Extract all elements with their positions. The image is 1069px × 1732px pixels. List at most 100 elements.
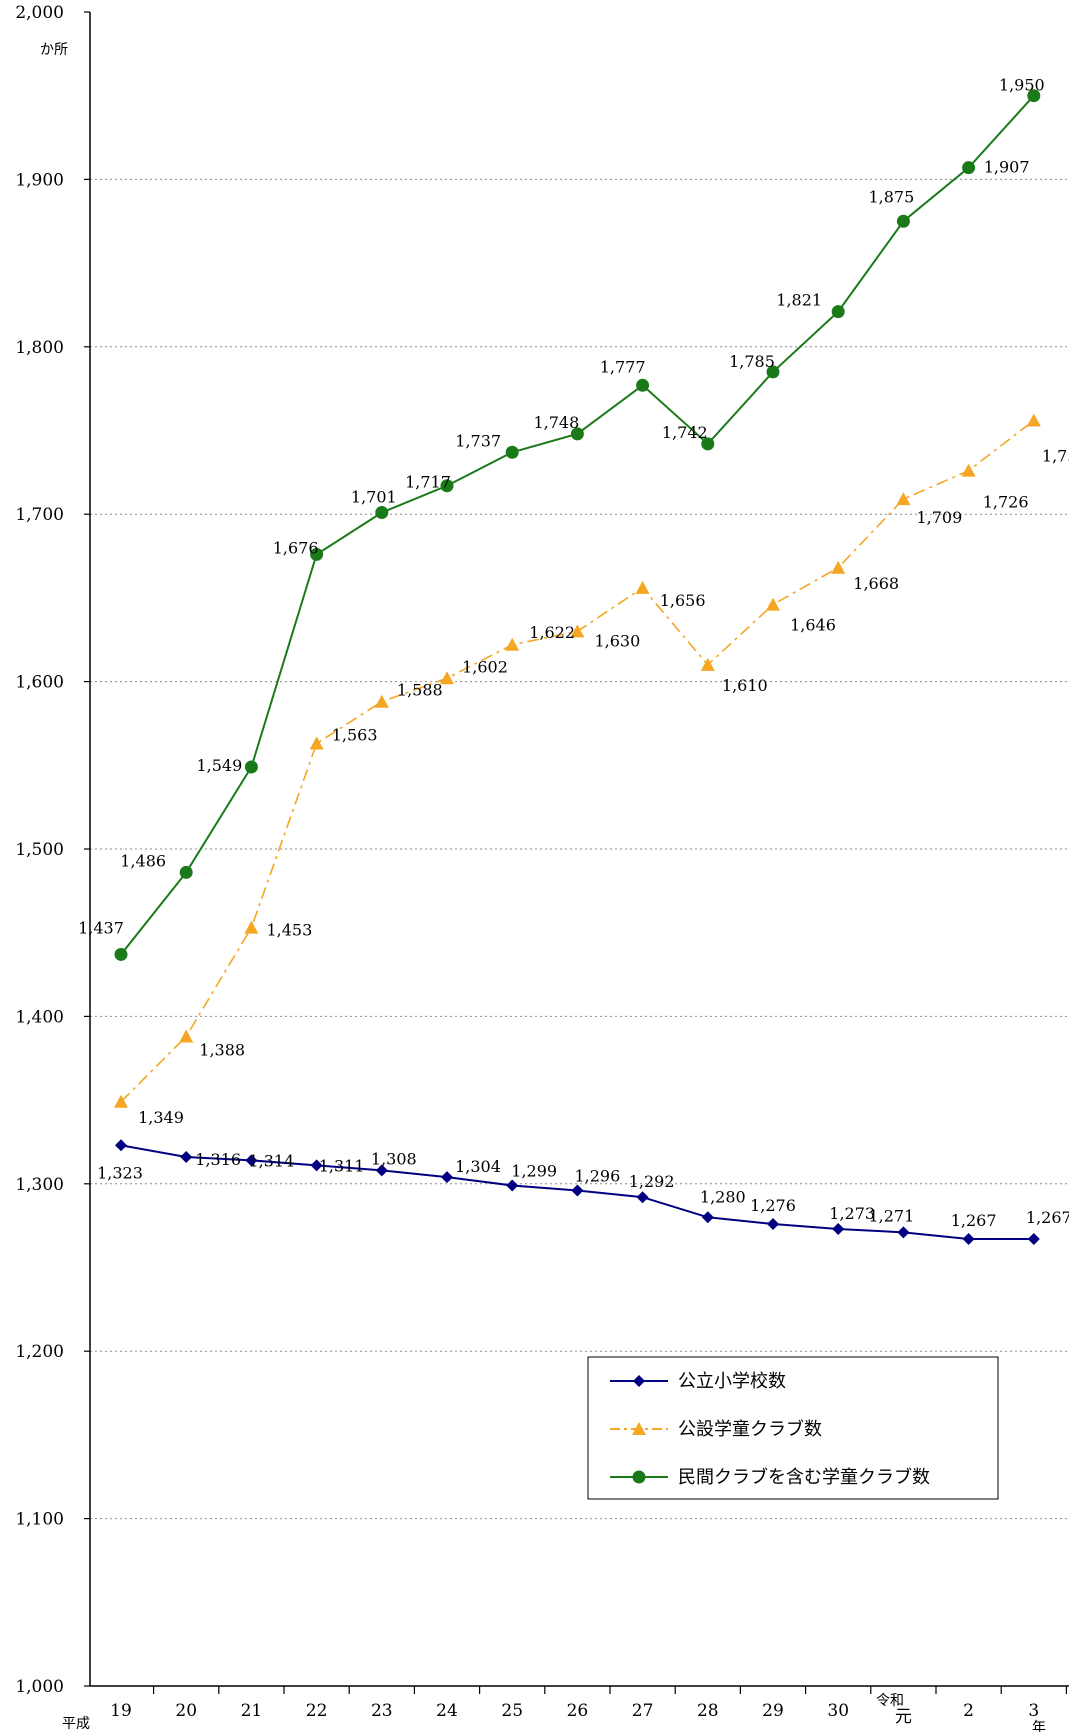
data-point	[505, 445, 519, 459]
data-point	[114, 1094, 128, 1108]
y-tick-label: 2,000	[15, 3, 64, 23]
data-point	[310, 547, 324, 561]
data-point	[309, 736, 324, 750]
data-label: 1,610	[722, 676, 768, 695]
year-suffix-label: 年	[1032, 1720, 1046, 1732]
data-label: 1,273	[829, 1204, 875, 1223]
legend-marker	[632, 1470, 646, 1484]
y-tick-label: 1,000	[15, 1677, 64, 1697]
data-point	[375, 1164, 388, 1177]
data-point	[766, 597, 780, 611]
data-point	[831, 560, 846, 574]
data-point	[506, 1179, 519, 1192]
data-point	[310, 1159, 323, 1172]
data-point	[767, 1217, 779, 1230]
x-tick-label: 3	[1028, 1701, 1039, 1721]
data-point	[896, 214, 910, 228]
data-label: 1,701	[351, 488, 397, 507]
legend-marker	[632, 1422, 646, 1435]
data-point	[570, 624, 585, 638]
data-label: 1,267	[951, 1211, 997, 1230]
x-tick-label: 20	[175, 1701, 197, 1721]
data-point	[244, 920, 259, 934]
y-unit-label: か所	[40, 42, 68, 58]
data-label: 1,875	[868, 187, 914, 206]
data-point	[832, 1222, 845, 1235]
data-label: 1,821	[776, 291, 822, 310]
data-label: 1,267	[1026, 1208, 1069, 1227]
data-label: 1,316	[195, 1150, 241, 1169]
data-point	[570, 427, 584, 441]
data-label: 1,646	[790, 616, 836, 635]
data-label: 1,314	[248, 1151, 294, 1170]
data-label: 1,308	[371, 1149, 417, 1168]
data-label: 1,717	[405, 473, 451, 492]
data-point	[244, 760, 258, 774]
data-point	[115, 1139, 127, 1152]
data-label: 1,271	[868, 1206, 914, 1225]
y-tick-label: 1,200	[15, 1342, 64, 1362]
data-point	[962, 1233, 975, 1246]
era-label-heisei: 平成	[62, 1716, 90, 1732]
legend-marker	[633, 1375, 645, 1387]
era-label-reiwa: 令和	[876, 1693, 904, 1709]
data-label: 1,785	[729, 352, 775, 371]
data-label: 1,656	[660, 591, 706, 610]
y-tick-label: 1,800	[15, 338, 64, 358]
data-point	[1027, 89, 1041, 103]
data-point	[1026, 413, 1041, 427]
series-line	[120, 419, 1035, 1103]
data-point	[962, 161, 976, 175]
data-label: 1,299	[511, 1161, 557, 1180]
data-label: 1,950	[999, 76, 1045, 95]
data-point	[571, 1184, 584, 1197]
data-label: 1,748	[533, 413, 579, 432]
data-label: 1,588	[397, 681, 443, 700]
data-label: 1,453	[266, 921, 312, 940]
series-layer	[114, 89, 1041, 1246]
data-label: 1,388	[199, 1040, 245, 1059]
data-point	[114, 947, 128, 961]
data-label: 1,296	[574, 1166, 620, 1185]
data-label: 1,622	[529, 623, 575, 642]
data-point	[180, 1151, 193, 1164]
x-tick-label: 2	[963, 1701, 974, 1721]
legend-label: 公設学童クラブ数	[678, 1418, 822, 1440]
data-label: 1,549	[196, 756, 242, 775]
series-3	[114, 89, 1041, 961]
data-label: 1,726	[983, 493, 1029, 512]
data-point	[831, 305, 845, 319]
data-label: 1,292	[629, 1172, 675, 1191]
x-tick-label: 23	[371, 1701, 393, 1721]
data-label: 1,323	[97, 1163, 143, 1182]
x-tick-label: 24	[436, 1701, 458, 1721]
data-label: 1,907	[984, 158, 1030, 177]
data-labels: 1,323 1,316 1,314 1,311 1,308 1,304 1,299 1,296…	[78, 76, 1069, 1230]
data-point	[701, 437, 715, 451]
data-label: 1,311	[319, 1156, 365, 1175]
y-tick-label: 1,400	[15, 1007, 64, 1027]
x-tick-label: 19	[110, 1701, 132, 1721]
data-label: 1,602	[462, 657, 508, 676]
data-label: 1,304	[455, 1157, 501, 1176]
data-label: 1,777	[600, 357, 646, 376]
data-point	[179, 1029, 194, 1043]
data-label: 1,676	[273, 538, 319, 557]
grid-lines	[90, 178, 1069, 1520]
data-point	[440, 479, 454, 493]
y-tick-label: 1,500	[15, 840, 64, 860]
y-tick-label: 1,600	[15, 673, 64, 693]
x-tick-label: 21	[241, 1701, 263, 1721]
data-label: 1,742	[662, 423, 708, 442]
y-tick-label: 1,700	[15, 505, 64, 525]
data-point	[179, 865, 193, 879]
data-point	[245, 1154, 258, 1167]
data-point	[961, 463, 976, 477]
legend-label: 民間クラブを含む学童クラブ数	[678, 1466, 930, 1488]
data-label: 1,563	[332, 726, 378, 745]
x-tick-label: 29	[762, 1701, 784, 1721]
y-tick-label: 1,100	[15, 1510, 64, 1530]
data-label: 1,630	[594, 631, 640, 650]
